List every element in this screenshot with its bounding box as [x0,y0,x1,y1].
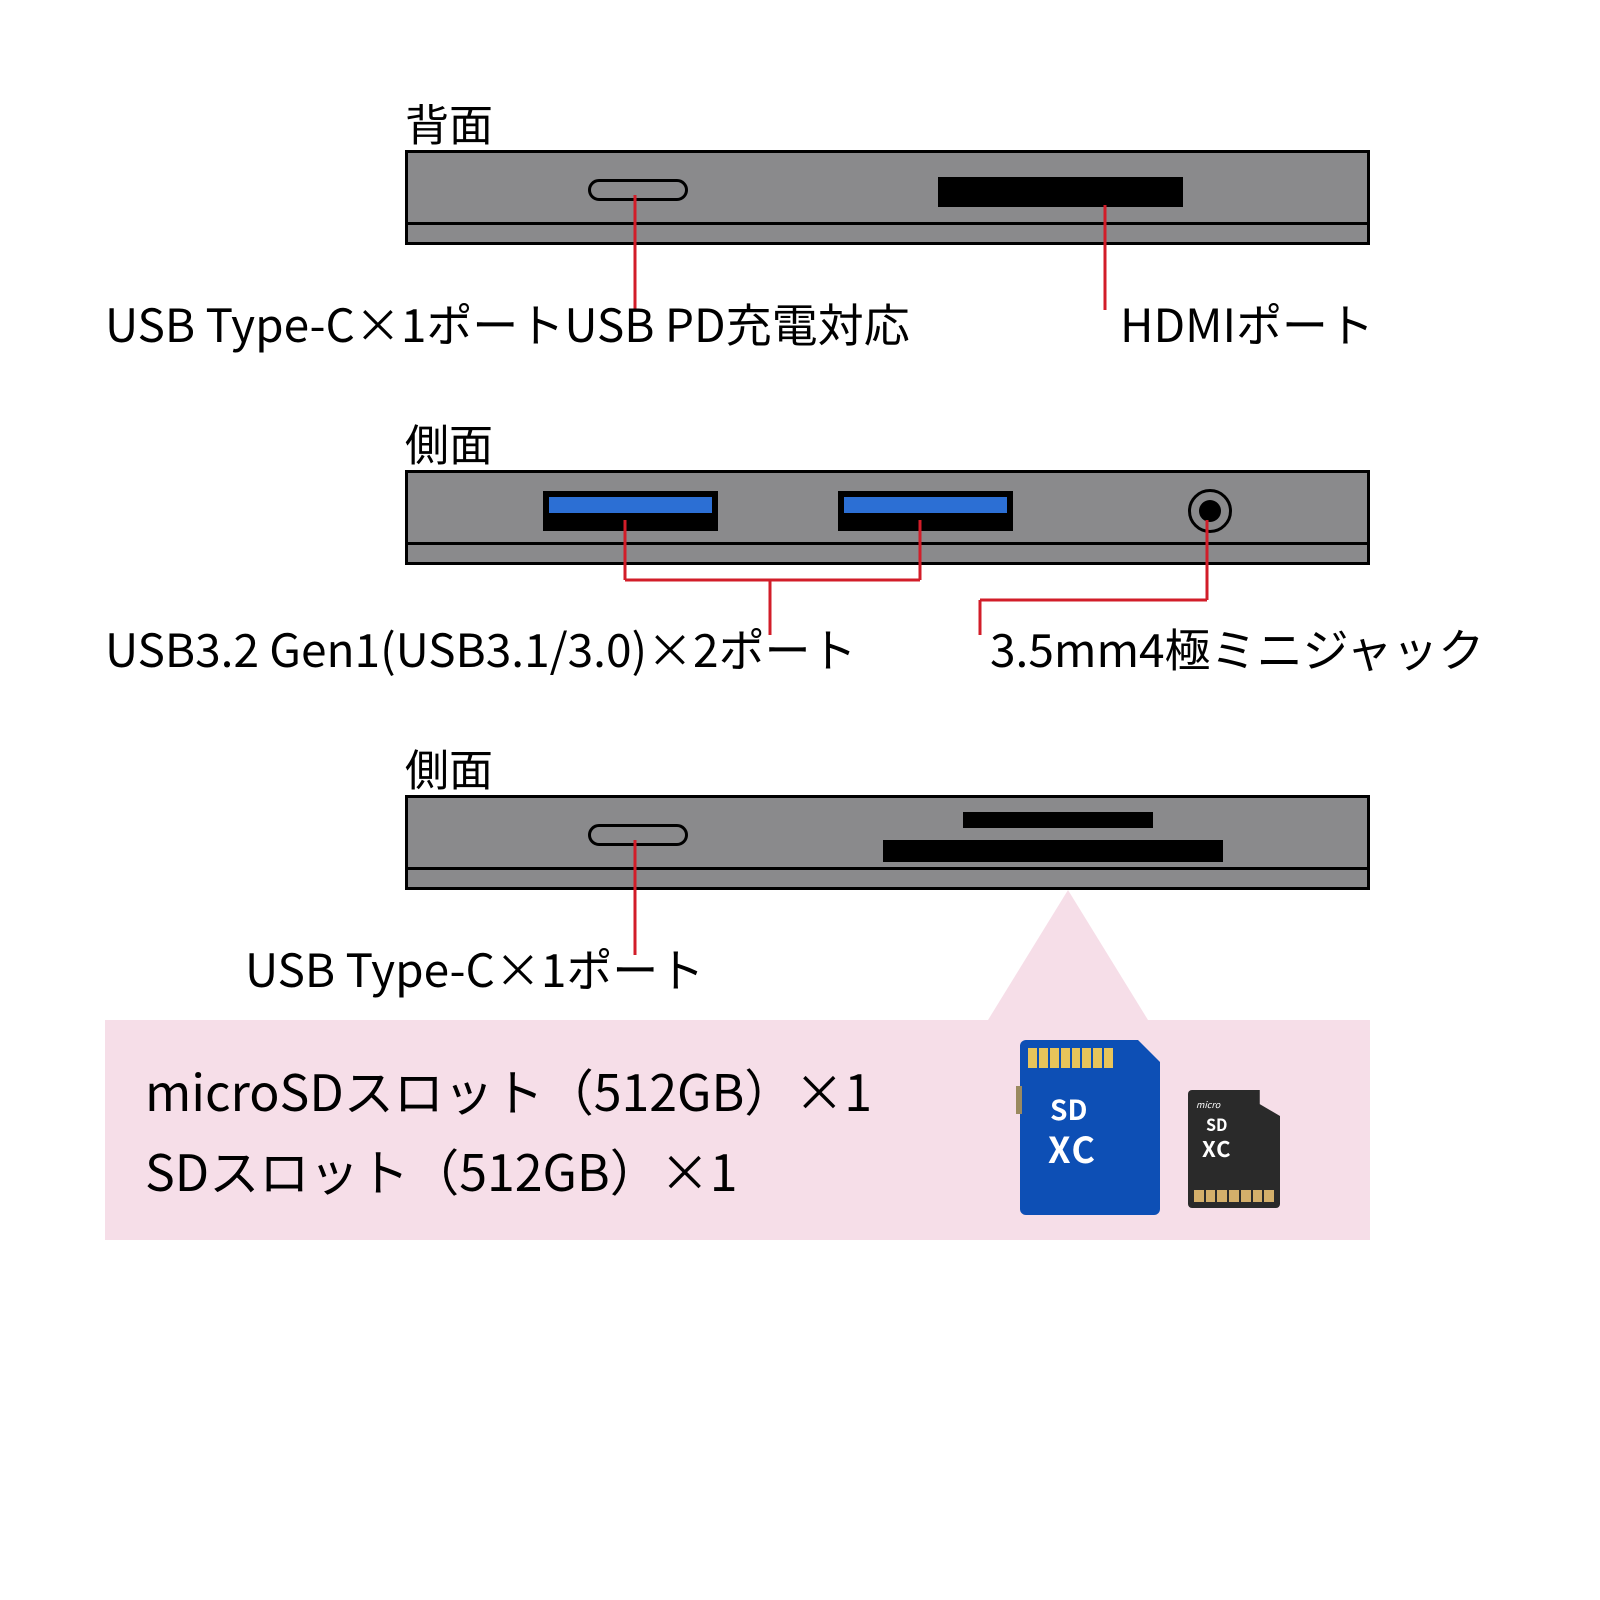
port-usba-2 [838,491,1013,531]
side2-title: 側面 [405,735,493,799]
device-base-side1 [408,542,1367,562]
label-jack: 3.5mm4極ミニジャック [990,615,1484,681]
device-side2 [405,795,1370,890]
port-usbc-back [588,179,688,201]
sd-callout: microSDスロット（512GB）×1 SDスロット（512GB）×1 SD … [105,1020,1370,1240]
device-base-side2 [408,867,1367,887]
port-usba-1 [543,491,718,531]
device-back [405,150,1370,245]
port-usbc-side [588,824,688,846]
device-base-back [408,222,1367,242]
diagram-container: 背面 USB Type-C×1ポートUSB PD充電対応 HDMIポート 側面 [50,0,1550,1600]
device-side1 [405,470,1370,565]
label-usba: USB3.2 Gen1(USB3.1/3.0)×2ポート [105,615,857,681]
port-sd [883,840,1223,862]
port-hdmi [938,177,1183,207]
label-usbc-pd: USB Type-C×1ポートUSB PD充電対応 [105,290,910,356]
label-usbc-side: USB Type-C×1ポート [245,935,704,1001]
side1-title: 側面 [405,410,493,474]
back-title: 背面 [405,90,493,154]
port-microsd [963,812,1153,828]
label-hdmi: HDMIポート [1120,290,1374,356]
port-audio-jack [1188,489,1232,533]
callout-pointer [988,890,1148,1020]
sd-card-icon: SD XC [1020,1040,1160,1215]
